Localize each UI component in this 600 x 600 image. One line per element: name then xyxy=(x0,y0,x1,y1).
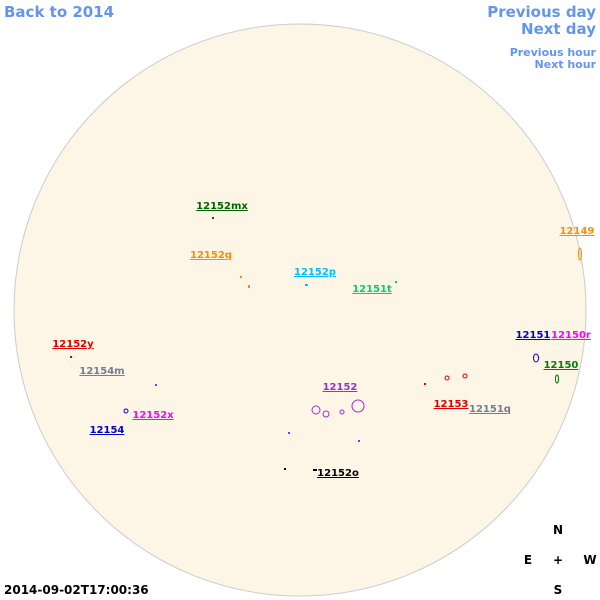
next-hour-link[interactable]: Next hour xyxy=(535,58,597,71)
region-label[interactable]: 12152mx xyxy=(196,201,248,212)
spot-dots xyxy=(70,217,426,471)
spots xyxy=(123,247,582,418)
solar-disc xyxy=(13,23,587,597)
region-label[interactable]: 12153 xyxy=(434,399,469,410)
next-day-link[interactable]: Next day xyxy=(521,20,596,38)
compass-west: W xyxy=(583,553,596,567)
region-label[interactable]: 12151q xyxy=(469,404,511,415)
compass-east: E xyxy=(524,553,532,567)
timestamp: 2014-09-02T17:00:36 xyxy=(4,583,149,597)
region-label[interactable]: 12149 xyxy=(560,226,595,237)
compass-center: + xyxy=(553,553,563,567)
previous-day-link[interactable]: Previous day xyxy=(487,3,596,21)
region-label[interactable]: 12152o xyxy=(317,468,359,479)
region-label[interactable]: 12150 xyxy=(544,360,579,371)
region-label[interactable]: 12151t xyxy=(352,284,392,295)
region-label[interactable]: 12152p xyxy=(294,267,336,278)
region-label[interactable]: 12154 xyxy=(90,425,125,436)
region-label[interactable]: 12152q xyxy=(190,250,232,261)
back-link[interactable]: Back to 2014 xyxy=(4,3,114,21)
region-label[interactable]: 12151 xyxy=(516,330,551,341)
region-label[interactable]: 12152x xyxy=(132,410,174,421)
region-label[interactable]: 12152y xyxy=(52,339,94,350)
previous-hour-link[interactable]: Previous hour xyxy=(510,46,597,59)
compass-south: S xyxy=(554,583,563,597)
compass-north: N xyxy=(553,523,563,537)
region-label[interactable]: 12150r xyxy=(551,330,591,341)
region-label[interactable]: 12154m xyxy=(79,366,124,377)
region-label[interactable]: 12152 xyxy=(323,382,358,393)
